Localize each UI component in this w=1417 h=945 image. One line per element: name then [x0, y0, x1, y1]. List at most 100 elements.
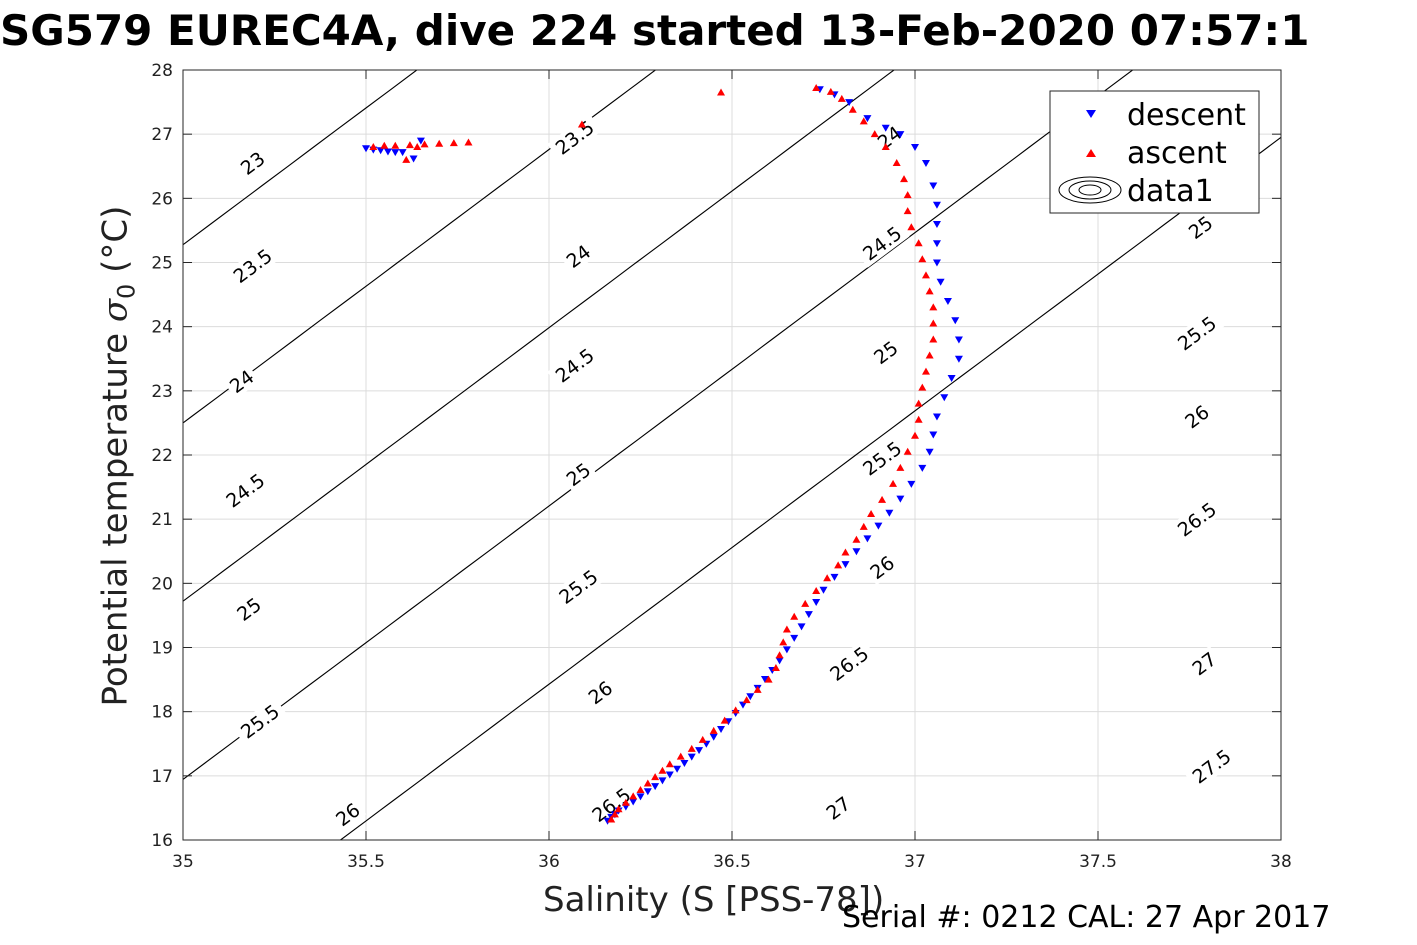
- x-tick-label: 35: [172, 852, 194, 872]
- contour-label-bg: [821, 639, 877, 688]
- contour-label-bg: [1185, 645, 1223, 682]
- y-tick-label: 22: [151, 446, 173, 466]
- descent-point: [643, 788, 652, 796]
- ascent-point: [435, 139, 444, 147]
- contour-label-bg: [232, 696, 288, 746]
- y-axis-label-main: Potential temperature: [95, 332, 136, 707]
- descent-point: [665, 771, 674, 779]
- ascent-point: [907, 223, 916, 231]
- y-axis-label-unit: (°C): [95, 205, 136, 273]
- descent-point: [947, 375, 956, 382]
- legend-marker-data1: [1058, 176, 1122, 204]
- data-points: [362, 83, 963, 825]
- ascent-point: [826, 87, 835, 95]
- descent-point: [738, 701, 747, 709]
- descent-point: [841, 561, 850, 569]
- ascent-point: [614, 805, 623, 813]
- ascent-point: [878, 495, 887, 503]
- descent-point: [907, 480, 916, 488]
- descent-point: [863, 115, 872, 123]
- y-tick-label: 17: [151, 767, 173, 787]
- descent-point: [936, 278, 945, 286]
- ascent-point: [841, 548, 850, 556]
- ascent-point: [405, 141, 414, 149]
- ascent-point: [925, 351, 934, 359]
- descent-point: [885, 509, 894, 517]
- legend-label-data1: data1: [1127, 174, 1214, 209]
- descent-point: [651, 783, 660, 791]
- ascent-point: [896, 463, 905, 471]
- ascent-point: [801, 599, 810, 607]
- contour-label-bg: [870, 119, 908, 156]
- y-tick-label: 19: [151, 639, 173, 659]
- contour-label-bg: [581, 674, 619, 711]
- sigma-symbol: σ: [95, 298, 136, 323]
- contour-label-bg: [1181, 209, 1220, 246]
- ascent-point: [775, 651, 784, 659]
- x-tick-label: 35.5: [347, 852, 385, 872]
- descent-point: [680, 760, 689, 767]
- ascent-point: [720, 716, 729, 724]
- contour-label-bg: [230, 591, 268, 627]
- descent-point: [636, 793, 645, 801]
- ascent-point: [903, 191, 912, 199]
- descent-point: [790, 634, 799, 642]
- ascent-point: [764, 675, 773, 683]
- ascent-point: [918, 383, 927, 391]
- descent-point: [951, 317, 960, 325]
- contour-label-bg: [559, 238, 597, 274]
- x-tick-label: 36.5: [713, 852, 751, 872]
- contour-label-bg: [217, 465, 273, 515]
- y-tick-label: 28: [151, 61, 173, 81]
- descent-point: [812, 598, 821, 606]
- ascent-point: [859, 117, 868, 125]
- y-tick-label: 20: [151, 574, 173, 594]
- ascent-point: [929, 319, 938, 327]
- contour-label-bg: [867, 334, 905, 371]
- legend-label-ascent: ascent: [1127, 136, 1227, 171]
- descent-point: [921, 160, 930, 168]
- contour-label-bg: [547, 112, 603, 162]
- descent-point: [409, 155, 418, 163]
- ascent-point: [607, 815, 616, 823]
- ascent-point: [790, 612, 799, 620]
- isopycnal-26: [183, 70, 656, 424]
- ascent-point: [643, 779, 652, 787]
- ascent-point: [771, 664, 780, 672]
- descent-point: [852, 548, 861, 556]
- x-tick-label: 36: [538, 852, 560, 872]
- descent-point: [929, 431, 938, 439]
- legend-marker-descent: [1086, 110, 1096, 118]
- ascent-point: [929, 303, 938, 311]
- descent-point: [918, 464, 927, 472]
- contour-label-bg: [854, 218, 910, 268]
- descent-point: [932, 240, 941, 248]
- descent-point: [673, 765, 682, 773]
- ascent-point: [881, 143, 890, 150]
- descent-point: [925, 448, 934, 456]
- ascent-point: [742, 696, 751, 704]
- ascent-point: [914, 415, 923, 423]
- descent-point: [932, 201, 941, 209]
- descent-point: [416, 137, 425, 145]
- contour-label-bg: [550, 562, 606, 611]
- contour-label-bg: [1169, 494, 1225, 544]
- contour-label-bg: [329, 796, 367, 833]
- descent-point: [775, 657, 784, 665]
- descent-point: [376, 147, 385, 155]
- y-tick-label: 24: [151, 318, 173, 338]
- ascent-point: [859, 522, 868, 530]
- ascent-point: [449, 139, 458, 147]
- ascent-point: [870, 130, 879, 138]
- descent-point: [943, 298, 952, 305]
- ascent-point: [812, 83, 821, 91]
- ascent-point: [658, 766, 667, 774]
- descent-point: [932, 259, 941, 267]
- ascent-point: [577, 120, 586, 128]
- descent-point: [940, 394, 949, 402]
- ascent-point: [717, 88, 726, 96]
- descent-point: [797, 623, 806, 631]
- legend[interactable]: descent ascent data1: [1049, 90, 1260, 214]
- legend-box: [1049, 90, 1260, 214]
